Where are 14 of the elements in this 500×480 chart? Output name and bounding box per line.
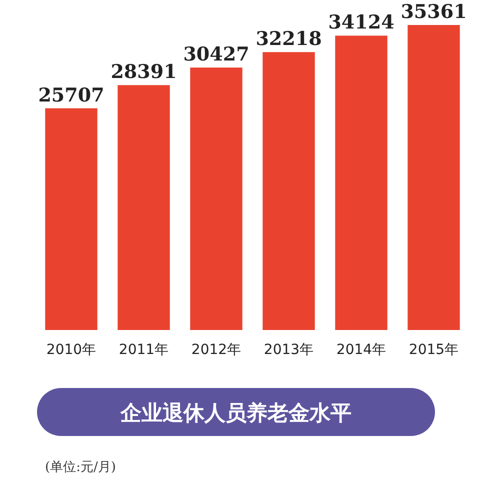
data-label: 34124 (328, 12, 394, 34)
x-tick-label: 2012年 (191, 342, 242, 358)
data-label: 35361 (400, 1, 467, 23)
data-label: 30427 (183, 44, 250, 66)
x-tick-label: 2010年 (46, 342, 96, 358)
x-tick-label: 2015年 (408, 342, 459, 358)
x-tick-label: 2013年 (264, 342, 314, 358)
data-label: 32218 (256, 28, 322, 50)
data-label: 28391 (110, 61, 177, 84)
x-tick-label: 2014年 (336, 342, 386, 358)
text: (单位:元/月) (45, 460, 116, 475)
data-label: 25707 (38, 84, 104, 106)
text: 企业退休人员养老金水平 (120, 400, 352, 425)
x-tick-label: 2011年 (118, 342, 169, 358)
